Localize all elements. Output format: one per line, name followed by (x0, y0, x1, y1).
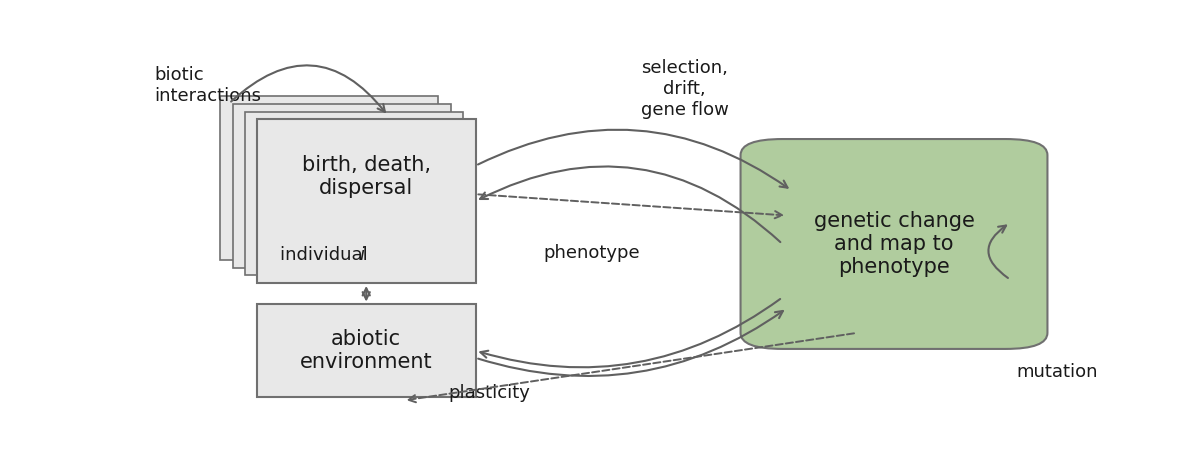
FancyArrowPatch shape (408, 333, 854, 402)
Text: mutation: mutation (1016, 363, 1098, 381)
FancyArrowPatch shape (480, 166, 780, 242)
FancyBboxPatch shape (233, 104, 451, 268)
FancyBboxPatch shape (245, 112, 463, 275)
FancyBboxPatch shape (257, 120, 475, 283)
FancyArrowPatch shape (479, 195, 782, 218)
Text: i: i (359, 245, 365, 263)
FancyArrowPatch shape (478, 311, 782, 376)
FancyArrowPatch shape (362, 288, 370, 299)
FancyBboxPatch shape (220, 97, 438, 260)
Text: plasticity: plasticity (449, 384, 530, 402)
Text: biotic
interactions: biotic interactions (155, 66, 262, 105)
FancyArrowPatch shape (478, 130, 787, 188)
Text: birth, death,
dispersal: birth, death, dispersal (301, 155, 431, 198)
Text: individual: individual (281, 245, 373, 263)
Text: abiotic
environment: abiotic environment (300, 329, 432, 372)
FancyArrowPatch shape (480, 299, 780, 367)
Text: phenotype: phenotype (544, 244, 640, 262)
Text: selection,
drift,
gene flow: selection, drift, gene flow (641, 59, 728, 119)
FancyBboxPatch shape (740, 139, 1048, 349)
FancyBboxPatch shape (257, 304, 475, 397)
Text: genetic change
and map to
phenotype: genetic change and map to phenotype (814, 211, 974, 277)
